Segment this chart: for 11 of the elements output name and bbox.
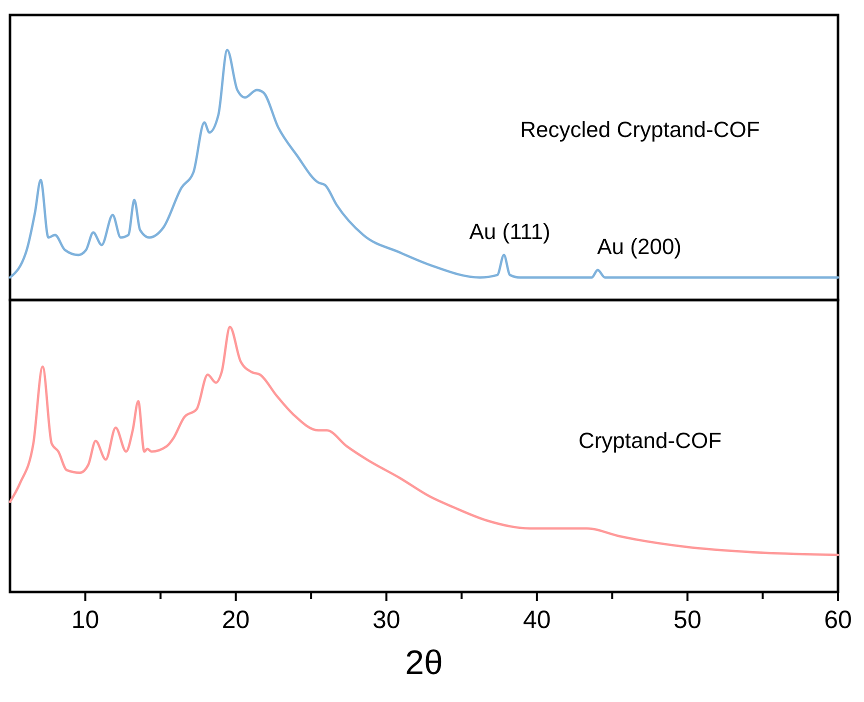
annotation: Au (200) [597,234,682,259]
text: Recycled Cryptand-COF [520,117,760,142]
text: Cryptand-COF [578,428,722,453]
x-tick-label: 40 [523,606,551,634]
x-tick-label: 50 [674,606,702,634]
x-tick-label: 60 [824,606,852,634]
x-tick-label: 30 [372,606,400,634]
x-tick-label: 20 [222,606,250,634]
x-tick-label: 10 [71,606,100,634]
x-axis-title: 2θ [405,644,443,682]
annotation: Au (111) [469,219,550,244]
